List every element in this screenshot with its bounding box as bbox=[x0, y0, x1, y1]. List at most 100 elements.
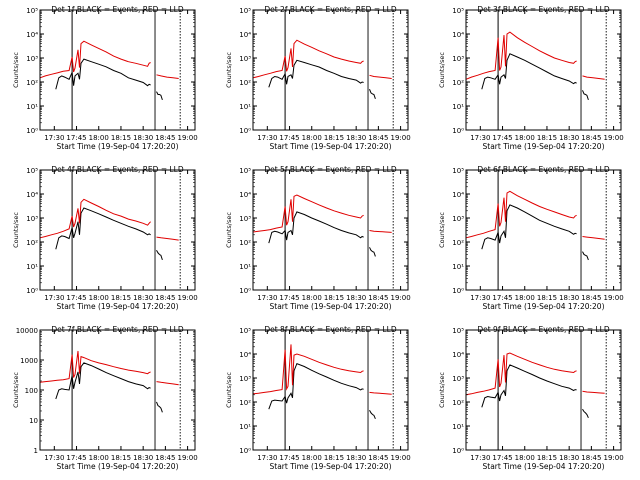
y-tick-label: 10¹ bbox=[239, 263, 251, 271]
y-tick-label: 10⁴ bbox=[452, 191, 464, 199]
chart-title: Det 1f BLACK = Events, RED = LLD bbox=[51, 5, 184, 14]
y-tick-label: 10¹ bbox=[239, 103, 251, 111]
plot-frame bbox=[465, 329, 622, 451]
x-tick-label: 18:15 bbox=[111, 454, 131, 462]
y-tick-label: 10⁰ bbox=[26, 127, 38, 135]
series-lld-line bbox=[156, 381, 179, 386]
series-lld-line bbox=[465, 190, 577, 239]
x-tick-label: 17:45 bbox=[492, 134, 512, 142]
series-events-line bbox=[55, 58, 151, 90]
plot-frame bbox=[252, 329, 409, 451]
plot-frame bbox=[39, 9, 196, 131]
series-events-line bbox=[481, 364, 577, 408]
series-lld-line bbox=[465, 352, 577, 396]
x-tick-label: 18:15 bbox=[537, 454, 557, 462]
x-tick-label: 19:00 bbox=[391, 294, 411, 302]
series-events-line bbox=[369, 247, 376, 257]
x-tick-label: 18:30 bbox=[133, 134, 153, 142]
series-events-line bbox=[481, 204, 577, 250]
x-tick-label: 19:00 bbox=[178, 454, 198, 462]
series-lld-line bbox=[39, 350, 151, 383]
x-tick-label: 18:00 bbox=[302, 294, 322, 302]
series-events-line bbox=[156, 91, 163, 101]
y-axis-label: Counts/sec bbox=[225, 372, 233, 408]
x-tick-label: 18:15 bbox=[537, 294, 557, 302]
x-tick-label: 18:45 bbox=[581, 134, 601, 142]
y-tick-label: 10⁵ bbox=[26, 167, 38, 175]
x-tick-label: 17:30 bbox=[257, 454, 277, 462]
y-tick-label: 10³ bbox=[26, 55, 38, 63]
y-tick-label: 10³ bbox=[452, 375, 464, 383]
y-axis-label: Counts/sec bbox=[438, 212, 446, 248]
y-tick-label: 10⁵ bbox=[239, 167, 251, 175]
x-tick-label: 19:00 bbox=[391, 454, 411, 462]
x-tick-label: 18:45 bbox=[155, 294, 175, 302]
y-tick-label: 10⁵ bbox=[452, 167, 464, 175]
y-tick-label: 10000 bbox=[16, 327, 38, 335]
y-tick-label: 10² bbox=[452, 79, 464, 87]
x-tick-label: 19:00 bbox=[604, 454, 624, 462]
y-tick-label: 10³ bbox=[452, 215, 464, 223]
x-axis-label: Start Time (19-Sep-04 17:20:20) bbox=[270, 142, 392, 151]
x-tick-label: 19:00 bbox=[178, 134, 198, 142]
y-tick-label: 10⁰ bbox=[452, 127, 464, 135]
y-tick-label: 10² bbox=[239, 399, 251, 407]
x-axis-label: Start Time (19-Sep-04 17:20:20) bbox=[57, 462, 179, 471]
series-events-line bbox=[156, 401, 163, 413]
series-events-line bbox=[369, 89, 376, 99]
x-tick-label: 18:15 bbox=[324, 294, 344, 302]
x-axis-label: Start Time (19-Sep-04 17:20:20) bbox=[483, 302, 605, 311]
y-tick-label: 10² bbox=[239, 79, 251, 87]
series-events-line bbox=[369, 410, 376, 419]
y-tick-label: 10⁰ bbox=[452, 447, 464, 455]
series-lld-line bbox=[582, 75, 605, 80]
y-tick-label: 10⁵ bbox=[239, 7, 251, 15]
x-tick-label: 18:00 bbox=[89, 134, 109, 142]
y-tick-label: 10⁴ bbox=[239, 351, 251, 359]
y-tick-label: 10⁴ bbox=[452, 351, 464, 359]
x-tick-label: 18:15 bbox=[324, 134, 344, 142]
x-tick-label: 18:00 bbox=[515, 294, 535, 302]
x-tick-label: 17:45 bbox=[66, 134, 86, 142]
x-tick-label: 18:45 bbox=[581, 294, 601, 302]
chart-title: Det 3f BLACK = Events, RED = LLD bbox=[477, 5, 610, 14]
series-lld-line bbox=[252, 194, 364, 233]
y-tick-label: 10¹ bbox=[26, 263, 38, 271]
plot-frame bbox=[465, 9, 622, 131]
y-tick-label: 10² bbox=[452, 399, 464, 407]
series-lld-line bbox=[156, 74, 179, 79]
y-tick-label: 10³ bbox=[26, 215, 38, 223]
chart-title: Det 7f BLACK = Events, RED = LLD bbox=[51, 325, 184, 334]
y-tick-label: 10⁰ bbox=[239, 127, 251, 135]
y-tick-label: 10³ bbox=[452, 55, 464, 63]
chart-title: Det 4f BLACK = Events, RED = LLD bbox=[51, 165, 184, 174]
x-axis-label: Start Time (19-Sep-04 17:20:20) bbox=[270, 302, 392, 311]
x-tick-label: 17:45 bbox=[66, 294, 86, 302]
x-tick-label: 18:15 bbox=[111, 134, 131, 142]
x-tick-label: 18:15 bbox=[324, 454, 344, 462]
series-events-line bbox=[268, 211, 364, 244]
chart-title: Det 2f BLACK = Events, RED = LLD bbox=[264, 5, 397, 14]
y-tick-label: 10³ bbox=[239, 215, 251, 223]
y-tick-label: 10⁴ bbox=[26, 191, 38, 199]
plot-frame bbox=[465, 169, 622, 291]
x-tick-label: 18:00 bbox=[515, 134, 535, 142]
y-tick-label: 10² bbox=[26, 79, 38, 87]
series-lld-line bbox=[582, 236, 605, 240]
x-tick-label: 18:45 bbox=[155, 454, 175, 462]
series-lld-line bbox=[465, 31, 577, 80]
y-tick-label: 10¹ bbox=[452, 103, 464, 111]
x-tick-label: 18:00 bbox=[302, 454, 322, 462]
x-tick-label: 19:00 bbox=[178, 294, 198, 302]
series-events-line bbox=[582, 408, 589, 419]
x-tick-label: 17:30 bbox=[257, 134, 277, 142]
x-tick-label: 18:15 bbox=[537, 134, 557, 142]
x-tick-label: 17:45 bbox=[66, 454, 86, 462]
